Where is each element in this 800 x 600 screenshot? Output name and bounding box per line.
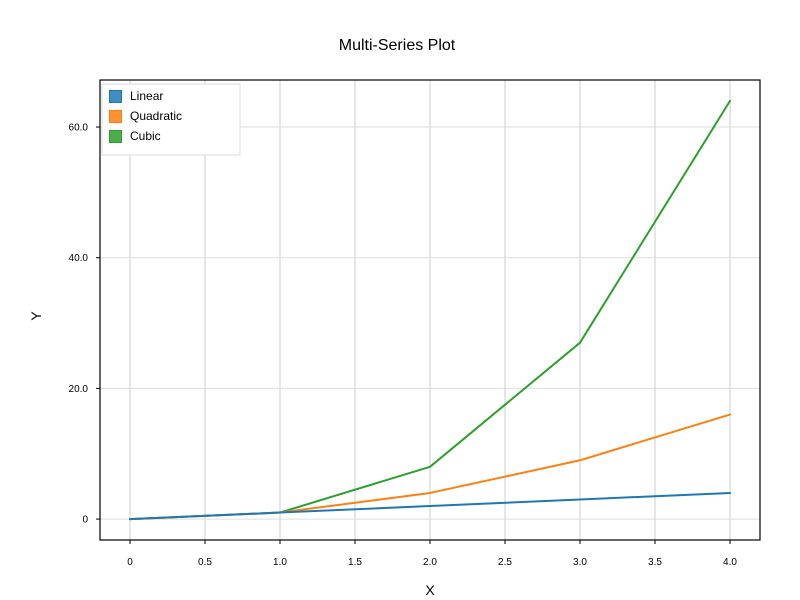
y-axis-ticks: 0 20.0 40.0 60.0 bbox=[69, 123, 100, 526]
chart-title: Multi-Series Plot bbox=[339, 37, 456, 54]
x-tick-label: 0 bbox=[127, 557, 133, 568]
grid bbox=[100, 80, 760, 540]
legend-label-cubic: Cubic bbox=[130, 129, 161, 143]
legend-box bbox=[101, 83, 241, 156]
x-axis-label: X bbox=[425, 582, 435, 598]
x-tick-label: 1.5 bbox=[348, 557, 362, 568]
legend-swatch-cubic bbox=[109, 130, 122, 143]
x-tick-label: 1.0 bbox=[273, 557, 287, 568]
y-tick-label: 60.0 bbox=[69, 123, 89, 134]
series-lines bbox=[129, 99, 731, 521]
y-tick-label: 40.0 bbox=[69, 253, 89, 264]
legend-label-quadratic: Quadratic bbox=[130, 109, 182, 123]
x-tick-label: 0.5 bbox=[198, 557, 212, 568]
legend-swatch-linear bbox=[109, 90, 122, 103]
legend: Linear Quadratic Cubic bbox=[101, 83, 241, 156]
y-tick-label: 20.0 bbox=[69, 384, 89, 395]
x-axis-ticks: 0 0.5 1.0 1.5 2.0 2.5 3.0 3.5 4.0 bbox=[127, 540, 737, 568]
legend-label-linear: Linear bbox=[130, 89, 163, 103]
x-tick-label: 3.5 bbox=[648, 557, 662, 568]
legend-swatch-quadratic bbox=[109, 110, 122, 123]
y-axis-label: Y bbox=[28, 311, 44, 321]
x-tick-label: 3.0 bbox=[573, 557, 587, 568]
x-tick-label: 2.0 bbox=[423, 557, 437, 568]
y-tick-label: 0 bbox=[82, 515, 88, 526]
x-tick-label: 2.5 bbox=[498, 557, 512, 568]
x-tick-label: 4.0 bbox=[723, 557, 737, 568]
series-line-linear bbox=[129, 491, 731, 521]
